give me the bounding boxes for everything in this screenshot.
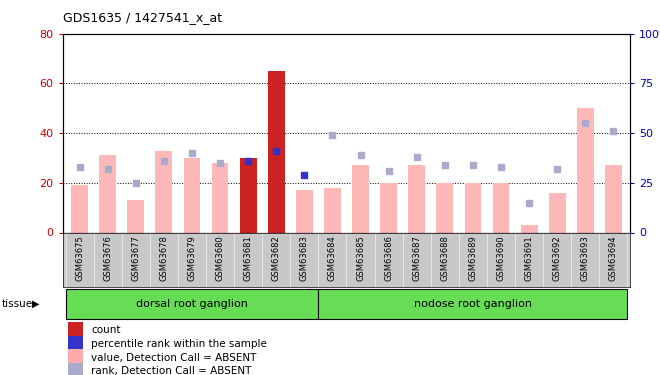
Text: GSM63676: GSM63676: [103, 235, 112, 281]
Bar: [69, 350, 82, 366]
Bar: [127, 200, 144, 232]
Text: GSM63679: GSM63679: [187, 235, 197, 281]
Text: GSM63687: GSM63687: [412, 235, 421, 281]
Bar: [318, 289, 628, 319]
Text: GSM63685: GSM63685: [356, 235, 365, 281]
Bar: [605, 165, 622, 232]
Text: GSM63680: GSM63680: [216, 235, 224, 281]
Text: value, Detection Call = ABSENT: value, Detection Call = ABSENT: [91, 352, 257, 363]
Bar: [69, 363, 82, 375]
Bar: [71, 185, 88, 232]
Text: dorsal root ganglion: dorsal root ganglion: [136, 299, 248, 309]
Bar: [549, 193, 566, 232]
Bar: [465, 183, 481, 232]
Text: ▶: ▶: [32, 299, 39, 309]
Bar: [155, 150, 172, 232]
Text: GSM63688: GSM63688: [440, 235, 449, 281]
Bar: [492, 183, 510, 232]
Text: tissue: tissue: [1, 299, 32, 309]
Text: GSM63689: GSM63689: [469, 235, 477, 281]
Text: GSM63675: GSM63675: [75, 235, 84, 281]
Text: GSM63678: GSM63678: [159, 235, 168, 281]
Text: GSM63690: GSM63690: [496, 235, 506, 281]
Text: GSM63682: GSM63682: [272, 235, 280, 281]
Text: count: count: [91, 326, 121, 335]
Bar: [268, 71, 284, 232]
Text: GSM63677: GSM63677: [131, 235, 141, 281]
Text: GSM63692: GSM63692: [552, 235, 562, 281]
Bar: [69, 322, 82, 339]
Bar: [380, 183, 397, 232]
Bar: [352, 165, 369, 232]
Bar: [577, 108, 594, 232]
Text: GDS1635 / 1427541_x_at: GDS1635 / 1427541_x_at: [63, 11, 222, 24]
Bar: [65, 289, 318, 319]
Text: GSM63681: GSM63681: [244, 235, 253, 281]
Text: GSM63694: GSM63694: [609, 235, 618, 281]
Bar: [409, 165, 425, 232]
Text: percentile rank within the sample: percentile rank within the sample: [91, 339, 267, 349]
Text: rank, Detection Call = ABSENT: rank, Detection Call = ABSENT: [91, 366, 251, 375]
Text: GSM63691: GSM63691: [525, 235, 534, 281]
Bar: [324, 188, 341, 232]
Bar: [436, 183, 453, 232]
Bar: [183, 158, 201, 232]
Bar: [69, 336, 82, 352]
Text: GSM63683: GSM63683: [300, 235, 309, 281]
Text: nodose root ganglion: nodose root ganglion: [414, 299, 532, 309]
Bar: [212, 163, 228, 232]
Bar: [296, 190, 313, 232]
Bar: [99, 156, 116, 232]
Bar: [521, 225, 538, 232]
Text: GSM63686: GSM63686: [384, 235, 393, 281]
Text: GSM63693: GSM63693: [581, 235, 590, 281]
Text: GSM63684: GSM63684: [328, 235, 337, 281]
Bar: [240, 158, 257, 232]
